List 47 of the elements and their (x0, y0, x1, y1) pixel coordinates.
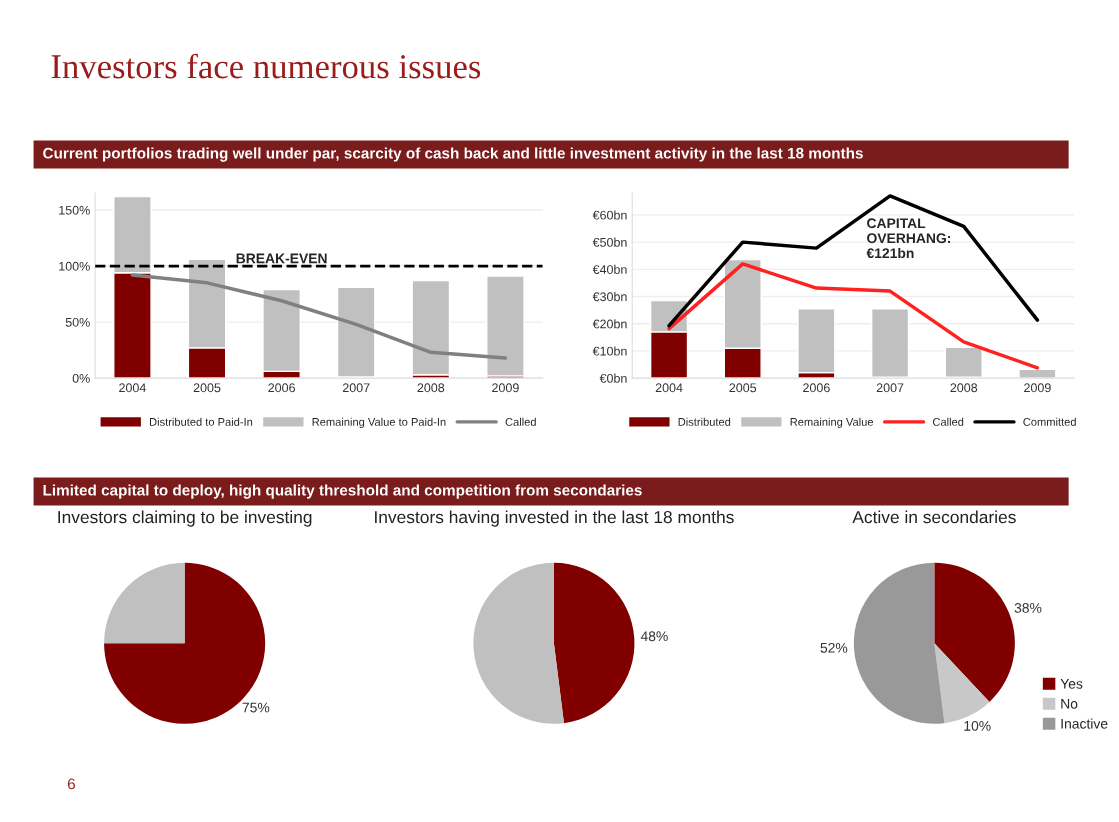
legend-label: Distributed to Paid-In (149, 417, 253, 426)
x-tick-label: 2006 (803, 383, 830, 393)
x-tick-label: 2007 (342, 383, 370, 393)
x-tick-label: 2009 (492, 383, 519, 393)
chart-subtitle: Current portfolios trading well under par, scarcity of cash back and little investment activity in the last 18 months (43, 147, 863, 162)
legend-label: Yes (1060, 679, 1083, 689)
y-tick-label: 0% (72, 373, 90, 383)
legend-label: Inactive (1061, 718, 1108, 729)
data-label: 38% (1014, 603, 1042, 613)
y-tick-label: 150% (59, 205, 90, 215)
y-tick-label: €60bn (592, 210, 627, 220)
x-tick-label: 2005 (729, 383, 757, 393)
y-tick-label: 100% (59, 261, 90, 271)
legend-label: Distributed (678, 417, 731, 426)
x-tick-label: 2008 (950, 383, 978, 393)
chart-title: Investors claiming to be investing (58, 510, 312, 527)
x-tick-label: 2007 (876, 383, 904, 393)
x-tick-label: 2008 (417, 383, 445, 393)
data-label: 10% (964, 720, 991, 731)
legend-label: Remaining Value to Paid-In (312, 417, 446, 429)
legend-label: Remaining Value (790, 417, 874, 429)
x-tick-label: 2004 (119, 383, 146, 393)
x-tick-label: 2004 (655, 383, 683, 393)
legend-label: Called (505, 417, 536, 426)
x-tick-label: 2006 (268, 383, 295, 393)
data-label: 75% (242, 702, 270, 713)
y-tick-label: €30bn (592, 292, 627, 302)
x-tick-label: 2009 (1024, 383, 1051, 393)
legend-label: Committed (1023, 417, 1076, 426)
ref-line-label: BREAK-EVEN (236, 253, 327, 264)
data-label: 52% (820, 642, 848, 653)
y-tick-label: €50bn (592, 237, 627, 247)
text: 6 (67, 778, 75, 790)
annotation: CAPITAL OVERHANG: €121bn (866, 218, 951, 259)
y-tick-label: €10bn (592, 346, 627, 356)
text: Limited capital to deploy, high quality threshold and competition from secondaries (43, 484, 642, 499)
x-tick-label: 2005 (193, 383, 221, 393)
chart-title: Active in secondaries (852, 510, 1016, 524)
y-tick-label: €40bn (592, 264, 627, 274)
chart-title: Investors face numerous issues (51, 53, 481, 79)
legend-label: Called (932, 417, 964, 426)
y-tick-label: €0bn (599, 373, 627, 383)
data-label: 48% (640, 631, 668, 642)
legend-label: No (1061, 699, 1078, 709)
y-tick-label: 50% (65, 317, 90, 327)
y-tick-label: €20bn (592, 319, 627, 329)
chart-title: Investors having invested in the last 18 months (375, 510, 734, 527)
